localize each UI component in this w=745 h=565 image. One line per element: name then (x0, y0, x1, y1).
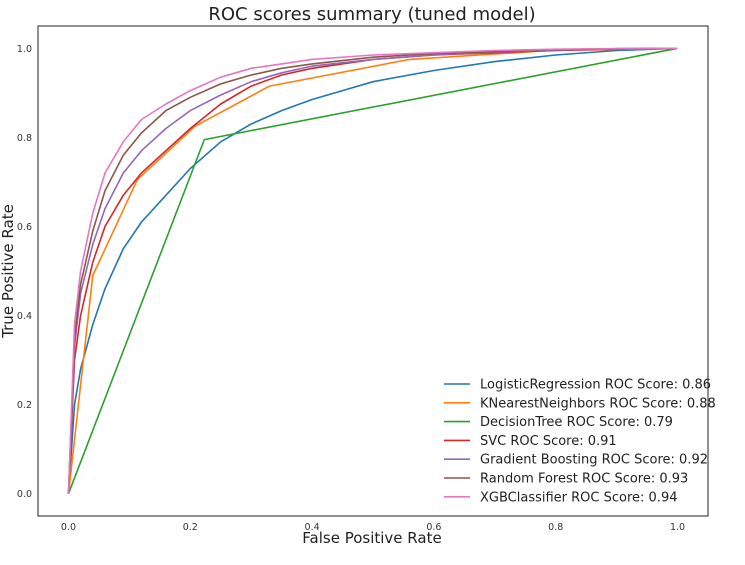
x-tick-label: 0.2 (183, 522, 198, 533)
chart-title: ROC scores summary (tuned model) (208, 4, 535, 25)
x-axis-label: False Positive Rate (302, 529, 441, 547)
y-tick-label: 0.4 (17, 311, 32, 322)
y-axis-label: True Positive Rate (0, 204, 17, 339)
y-tick-label: 0.2 (17, 400, 32, 411)
legend: LogisticRegression ROC Score: 0.86 KNeare… (444, 378, 716, 505)
x-tick-label: 1.0 (670, 522, 685, 533)
legend-entry: DecisionTree ROC Score: 0.79 (480, 415, 673, 430)
series-line-7 (67, 47, 678, 494)
y-axis-ticks: 0.0 0.2 0.4 0.6 0.8 1.0 (17, 44, 32, 500)
x-tick-label: 0.6 (426, 522, 441, 533)
legend-entry: KNearestNeighbors ROC Score: 0.88 (480, 396, 716, 411)
x-tick-label: 0.8 (548, 522, 563, 533)
legend-entry: Random Forest ROC Score: 0.93 (480, 472, 688, 487)
series-layer (67, 47, 678, 494)
x-tick-label: 0.4 (305, 522, 320, 533)
legend-entry: Gradient Boosting ROC Score: 0.92 (480, 453, 708, 468)
y-tick-label: 0.0 (17, 489, 32, 500)
legend-entry: SVC ROC Score: 0.91 (480, 434, 617, 449)
x-tick-label: 0.0 (61, 522, 76, 533)
series-line-3 (67, 47, 678, 494)
x-axis-ticks: 0.0 0.2 0.4 0.6 0.8 1.0 (61, 522, 685, 533)
y-tick-label: 1.0 (17, 44, 32, 55)
series-line-4 (67, 47, 678, 494)
y-tick-label: 0.6 (17, 222, 32, 233)
legend-entry: XGBClassifier ROC Score: 0.94 (480, 490, 678, 505)
y-tick-label: 0.8 (17, 133, 32, 144)
legend-entry: LogisticRegression ROC Score: 0.86 (480, 378, 711, 393)
series-line-6 (67, 47, 678, 494)
